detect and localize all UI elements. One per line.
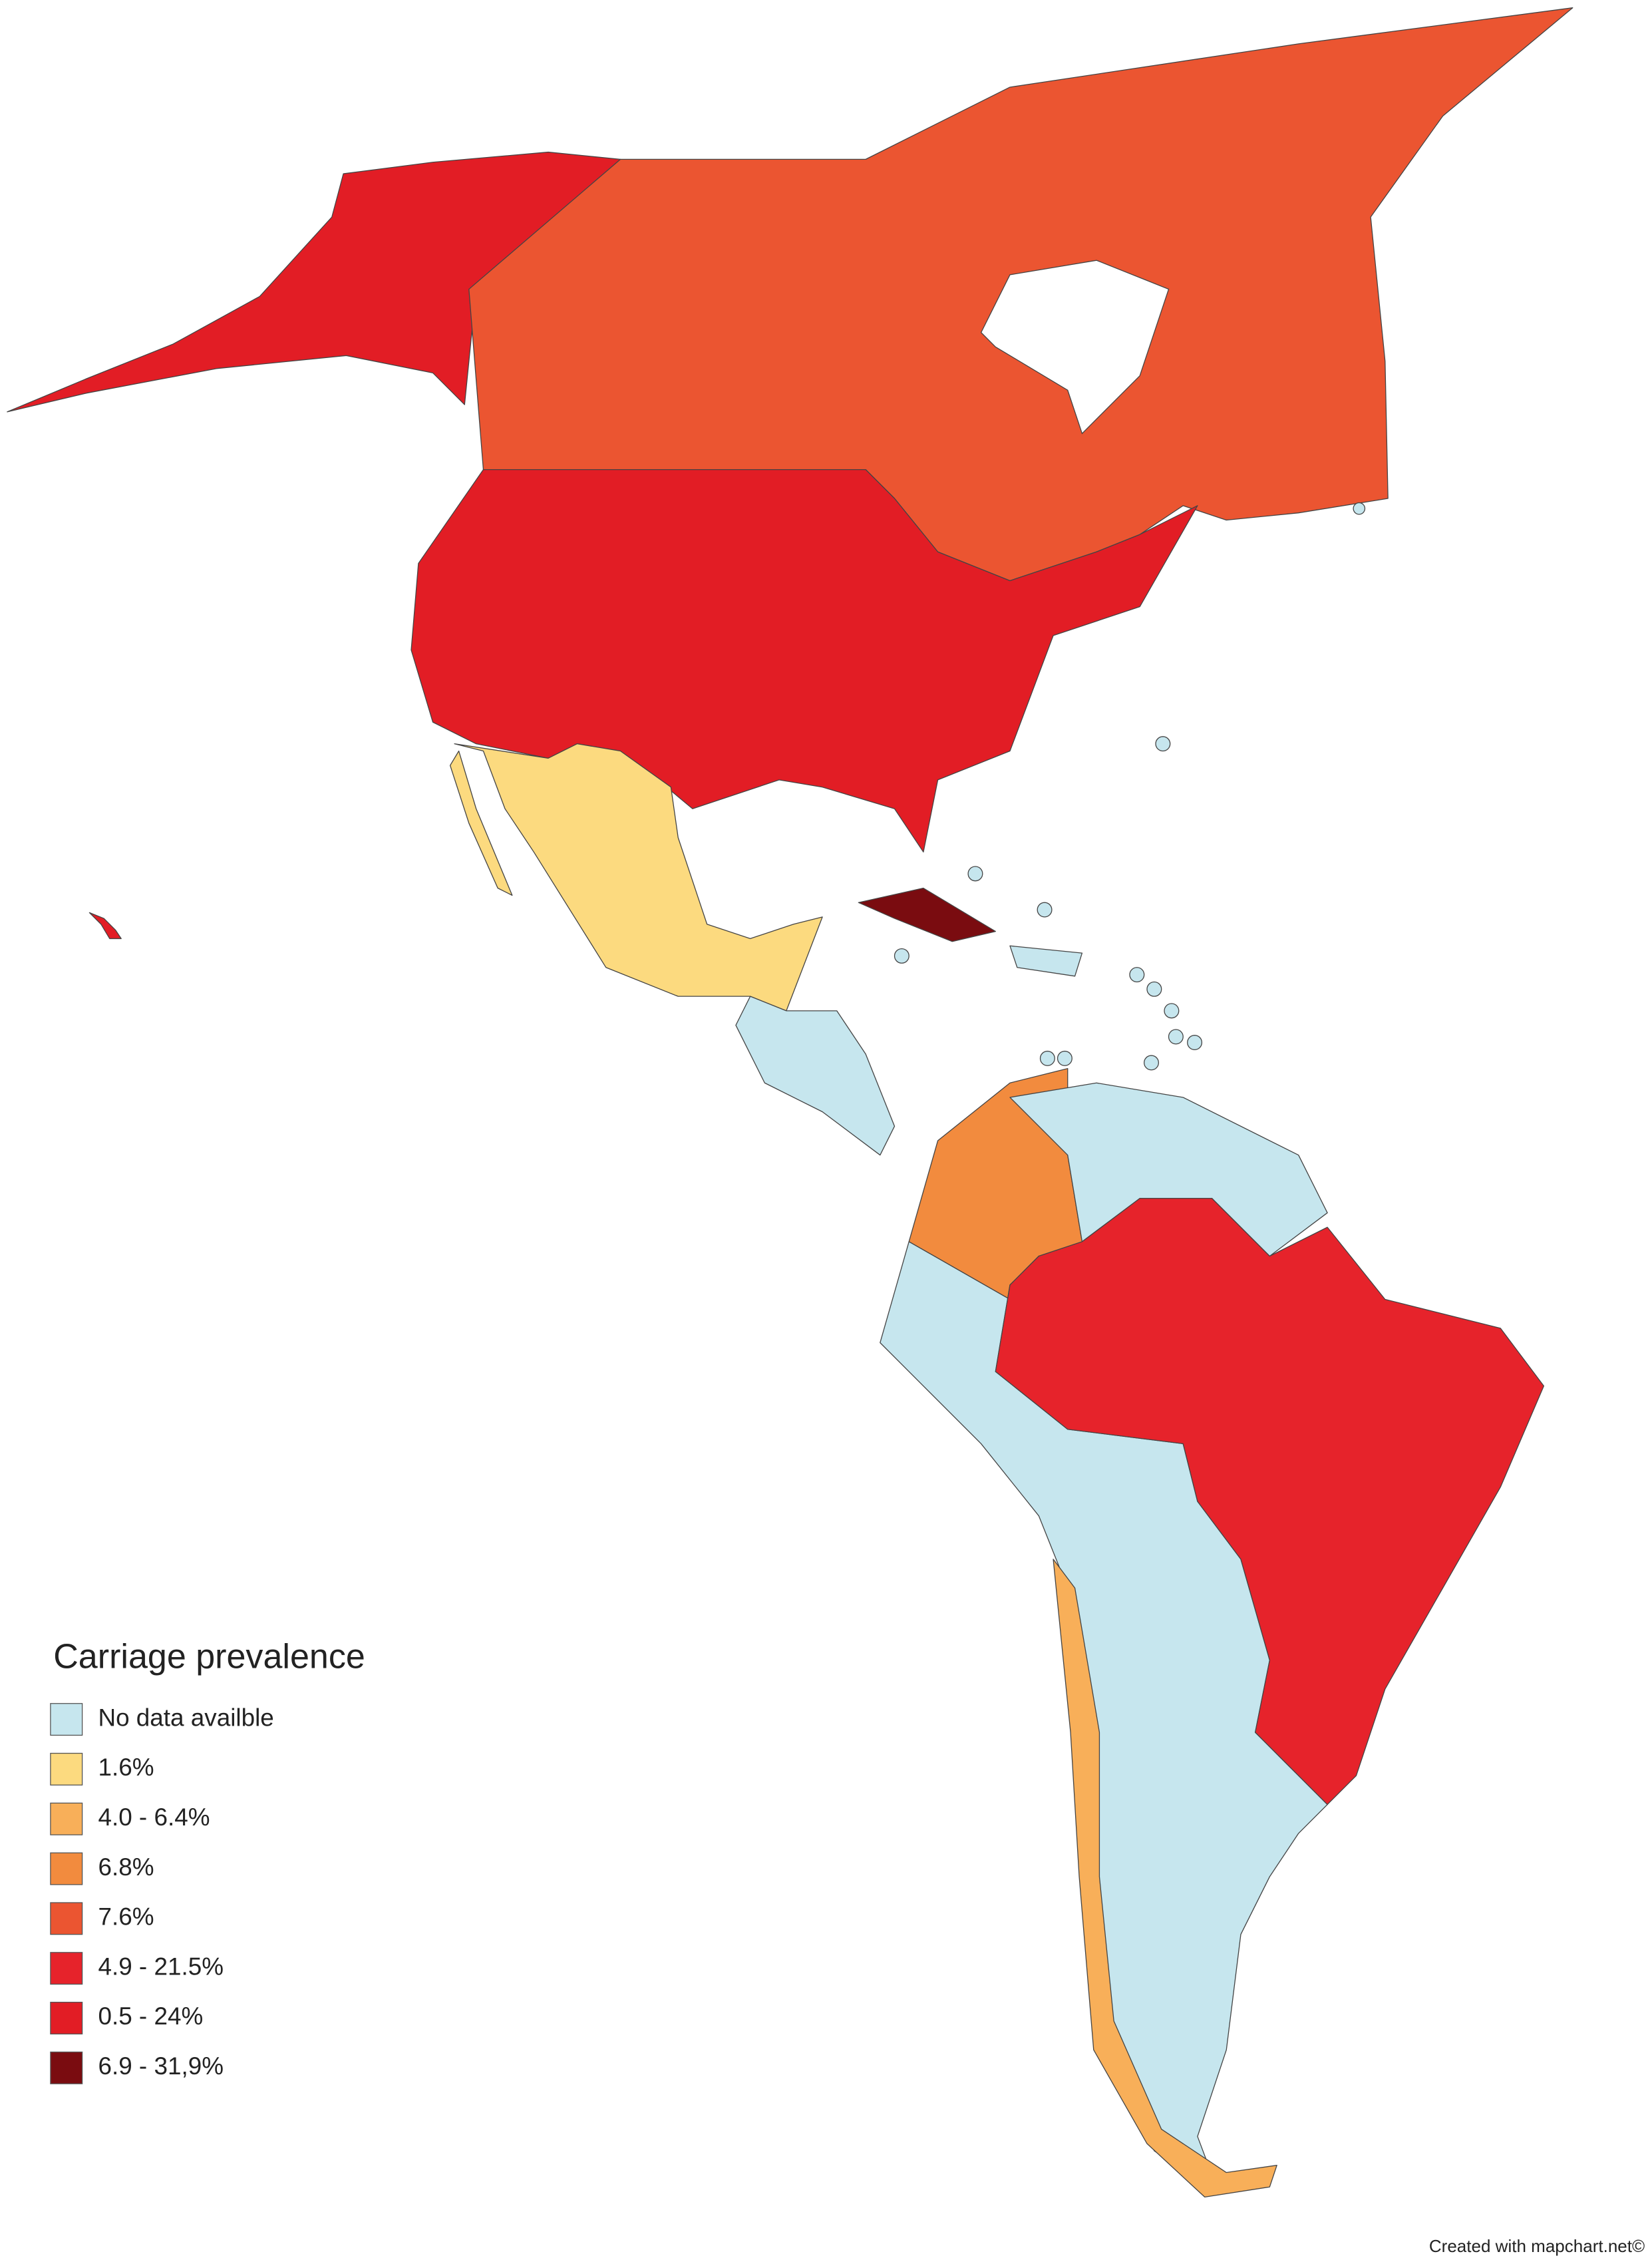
legend-label: 4.9 - 21.5% (98, 1953, 224, 1980)
cuba (858, 887, 996, 942)
legend-label: 1.6% (98, 1754, 154, 1781)
legend-label: 6.8% (98, 1853, 154, 1881)
legend-swatch (50, 1703, 83, 1736)
hispaniola (1009, 945, 1083, 977)
legend-label: 4.0 - 6.4% (98, 1803, 210, 1831)
island (1353, 502, 1366, 515)
legend-swatch (50, 1902, 83, 1935)
regions (7, 7, 1573, 2198)
chile (1053, 1559, 1277, 2198)
island (1155, 736, 1171, 752)
island (1057, 1050, 1073, 1066)
legend-title: Carriage prevalence (53, 1637, 365, 1676)
island (894, 948, 909, 964)
island (1037, 902, 1053, 918)
island (1146, 981, 1162, 997)
legend-swatch (50, 1802, 83, 1835)
island (1129, 967, 1145, 983)
baja (449, 750, 513, 896)
island (967, 866, 983, 882)
legend-label: 0.5 - 24% (98, 2002, 203, 2030)
legend-swatch (50, 2051, 83, 2084)
brazil (995, 1198, 1545, 1805)
caribbean-islands (894, 502, 1366, 1071)
hawaii (88, 912, 122, 940)
island (1039, 1050, 1055, 1066)
legend: Carriage prevalence No data availble 1.6%… (50, 1637, 365, 2084)
mexico (454, 743, 823, 1012)
island (1168, 1029, 1184, 1045)
central-america (735, 996, 896, 1156)
credit: Created with mapchart.net© (1429, 2236, 1645, 2256)
legend-label: 7.6% (98, 1903, 154, 1931)
legend-swatch (50, 2001, 83, 2034)
island (1144, 1055, 1160, 1071)
usa (411, 469, 1198, 852)
island (1164, 1003, 1180, 1019)
legend-swatch (50, 1852, 83, 1885)
legend-label: 6.9 - 31,9% (98, 2052, 224, 2080)
legend-swatch (50, 1952, 83, 1985)
alaska (7, 151, 621, 413)
legend-label: No data availble (98, 1704, 273, 1731)
hudson-bay (980, 260, 1170, 435)
island (1187, 1035, 1203, 1051)
legend-swatch (50, 1752, 83, 1786)
